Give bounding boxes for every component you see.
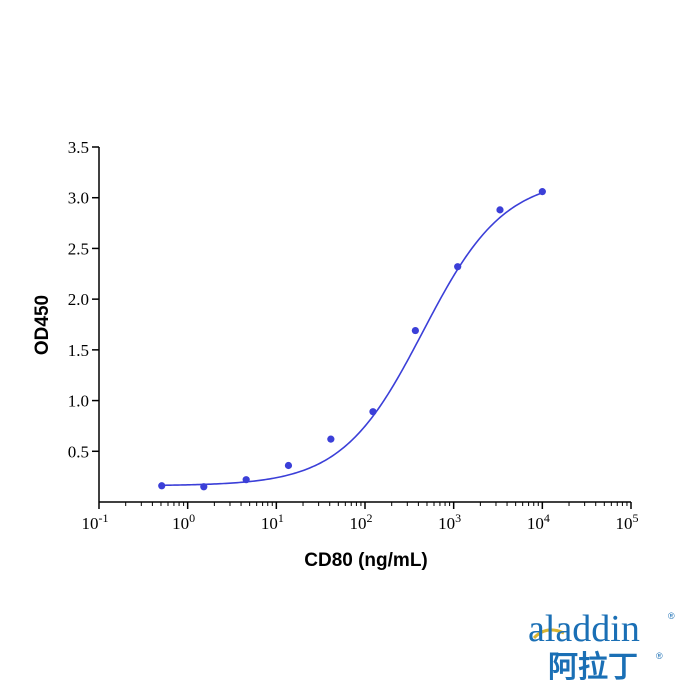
x-tick-label: 101 xyxy=(261,511,284,533)
data-point xyxy=(538,188,546,196)
data-point xyxy=(158,482,166,490)
y-tick-label: 0.5 xyxy=(68,442,89,461)
x-tick-label: 105 xyxy=(616,511,639,533)
data-point xyxy=(496,206,504,214)
data-point xyxy=(242,476,250,484)
data-point xyxy=(369,408,377,416)
logo-registered-mark-cjk: ® xyxy=(656,651,663,661)
logo-wordmark: aladdin xyxy=(528,608,640,650)
data-point xyxy=(411,326,419,335)
y-tick-label: 2.5 xyxy=(68,239,89,258)
y-tick-label: 2.0 xyxy=(68,290,89,309)
x-tick-label: 10-1 xyxy=(82,511,109,533)
fit-curve-layer xyxy=(160,192,543,487)
data-point xyxy=(200,483,208,491)
data-point xyxy=(284,461,293,470)
x-tick-label: 100 xyxy=(172,511,195,533)
logo-registered-mark: ® xyxy=(668,611,675,621)
y-tick-label: 1.5 xyxy=(68,341,89,360)
logo-accent-swoosh xyxy=(532,628,565,640)
y-tick-label: 1.0 xyxy=(68,392,89,411)
x-axis-title: CD80 (ng/mL) xyxy=(304,550,428,571)
x-tick-label: 104 xyxy=(527,511,550,533)
x-tick-label: 102 xyxy=(350,511,373,533)
logo-chinese-name: 阿拉丁 xyxy=(548,650,638,685)
y-tick-label: 3.5 xyxy=(68,138,89,157)
data-point xyxy=(327,435,335,443)
aladdin-logo: aladdin ® 阿拉丁 ® xyxy=(528,608,675,685)
axes: 0.5 1.0 1.5 2.0 2.5 3.0 3.5 10-1 100 101 102 103 104… xyxy=(68,138,639,533)
x-tick-label: 103 xyxy=(438,511,461,533)
data-point xyxy=(454,263,462,271)
data-points xyxy=(158,188,546,491)
fit-curve xyxy=(160,192,543,487)
y-tick-label: 3.0 xyxy=(68,189,89,208)
y-axis-title: OD450 xyxy=(32,295,53,355)
